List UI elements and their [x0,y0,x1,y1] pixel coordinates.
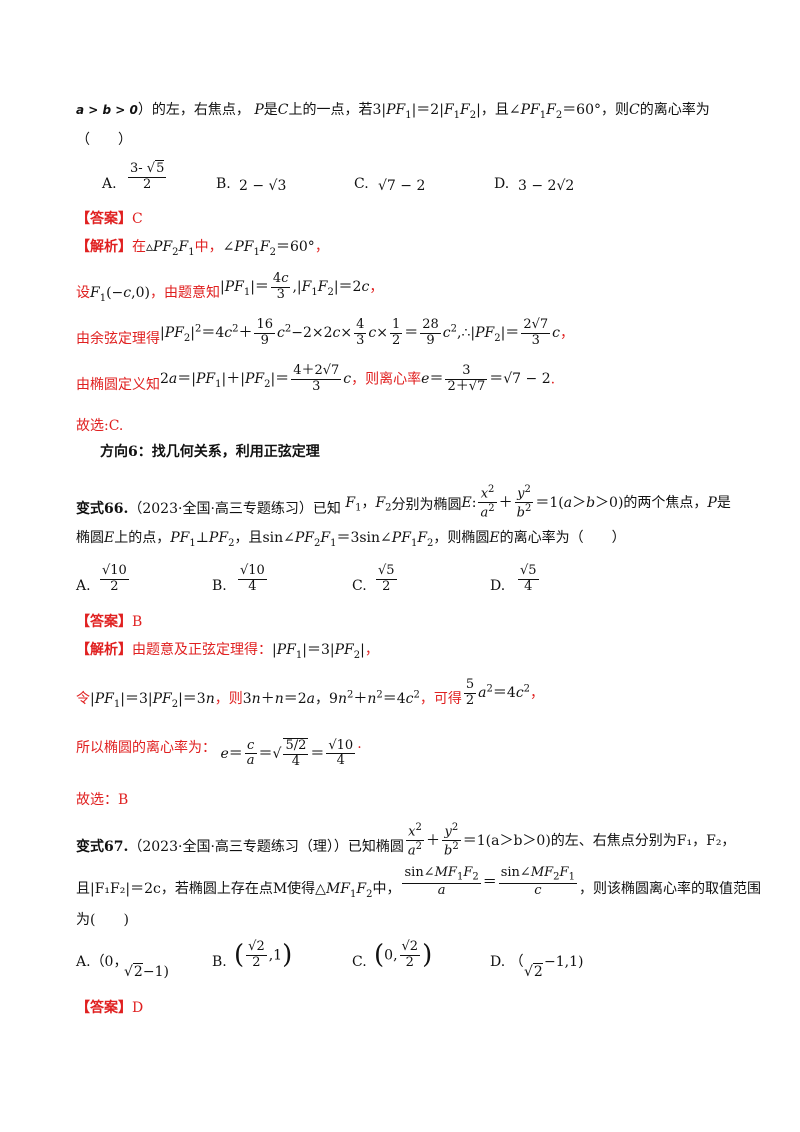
option-b-value: (√2 2,1) [234,939,293,971]
option-b-value: 2 − √3 [239,178,287,194]
stem-text: 上的一点，若 [288,102,373,118]
stem-text: ，且 [480,102,509,118]
answer-value: B [132,614,143,630]
analysis-line1: 【解析】在▵PF2F1中，∠PF1F2＝60°， [76,239,329,258]
problem-options: A. 3- √5 2 B. 2 − √3 C. √7 − 2 D. 3 − 2√2 [76,160,740,202]
stem-text: ，则该椭圆离心率的取值范围 [578,880,761,897]
analysis-line1: 【解析】由题意及正弦定理得：|PF1|＝3|PF2|， [76,642,379,661]
problem-66-options: A. √10 2 B. √10 4 C. √5 2 D. √5 4 [76,563,740,608]
problem-66-line2: 椭圆E上的点，PF1⊥PF2，且sin∠PF2F1＝3sin∠PF1F2，则椭圆… [76,530,626,549]
answer-value: C [132,211,143,227]
analysis-line3: 所以椭圆的离心率为： e＝ c a ＝√ 5/2 4 ＝ √10 4. [76,735,362,769]
answer-line: 【答案】C [76,211,740,228]
stem-condition: a > b > 0 [76,103,138,117]
analysis-line4: 由椭圆定义知2a＝|PF1|＋|PF2|＝ 4＋2√7 3 c，则离心率e＝ 3 2＋√7… [76,363,556,394]
problem-67-line1: 变式67.（2023·全国·高三专题练习（理））已知椭圆 x2 a2 ＋ y2 b2 ＝1(… [76,822,736,859]
problem-67-line3: 为( ) [76,912,129,928]
option-a-value: √2−1) [124,963,169,980]
option-b-value: √10 4 [238,563,267,594]
analysis-text: 所以椭圆的离心率为： [76,739,216,756]
stem-text: ，且 [234,530,263,546]
stem-text: 是 [716,494,731,511]
analysis-line3: 由余弦定理得|PF2|2＝4c2＋ 16 9 c2−2×2c× 4 3 c× 1 2 ＝ 28 9 c2… [76,317,574,348]
option-a-value: 3- √5 2 [128,160,167,192]
analysis-text: ，则离心率 [351,371,422,388]
problem-66-line1: 变式66.（2023·全国·高三专题练习）已知 F1，F2分别为椭圆E: x2 a2… [76,484,731,521]
conclusion-line: 故选：B [76,792,129,808]
option-d: D. （ [490,954,524,971]
option-b-label: B. [212,954,227,970]
option-a-value: √10 2 [100,563,129,594]
option-a-label: A. [76,954,91,970]
analysis-text: 在 [132,239,146,255]
answer-tag: 【答案】 [76,1000,132,1016]
option-d-value: （ [509,954,524,970]
option-c-value: √7 − 2 [378,178,426,194]
analysis-line2: 令|PF1|＝3|PF2|＝3n，则3n＋n＝2a，9n2＋n2＝4c2，可得 5… [76,677,545,711]
analysis-text: ，由题意知 [149,285,220,302]
answer-tag: 【答案】 [76,211,132,227]
option-d-label: D. [490,954,506,970]
problem-blank: （ ） [76,132,132,148]
analysis-text: 令 [76,691,90,708]
option-c-value: (0, √2 2) [374,939,433,971]
analysis-text: 由题意及正弦定理得： [132,642,272,658]
problem-stem-line1: a > b > 0）的左，右焦点， P是C上的一点，若3|PF1|＝2|F1F2… [76,102,710,121]
answer-tag: 【答案】 [76,614,132,630]
option-a-value: −1) [142,964,169,980]
option-a: A.（0， [76,954,127,971]
analysis-text: ，可得 [419,691,462,708]
option-a-label: A. [76,578,91,594]
option-d-label: D. [490,578,506,594]
option-c-label: C. [352,578,367,594]
section-title: 方向6：找几何关系，利用正弦定理 [100,444,320,460]
option-c-label: C. [354,176,369,192]
option-c-value: √5 2 [376,563,397,594]
stem-text: 且|F₁F₂|＝2c，若椭圆上存在点M使得 [76,880,316,897]
analysis-text: 由余弦定理得 [76,331,160,348]
analysis-text: 设 [76,285,90,302]
option-c-label: C. [352,954,367,970]
answer-line: 【答案】B [76,614,740,631]
stem-text: 上的点， [114,530,171,546]
answer-value: D [132,1000,144,1016]
option-b-label: B. [216,176,231,192]
problem-label: 变式66. [76,500,129,517]
answer-line: 【答案】D [76,1000,740,1017]
stem-text: ，则 [601,102,630,118]
analysis-line2: 设F1(−c,0)，由题意知|PF1|＝ 4c 3 ,|F1F2|＝2c， [76,271,384,305]
stem-text: 中， [372,880,401,897]
option-d-value: √2 [524,963,543,980]
stem-text: 分别为椭圆 [391,496,462,513]
stem-text: 是 [263,102,278,118]
option-d-value: √5 4 [518,563,539,594]
problem-label: 变式67. [76,838,129,855]
stem-text: 的两个焦点， [623,494,708,511]
problem-67-options: A.（0， √2−1) B. (√2 2,1) C. (0, √2 2) D. （ √… [76,939,740,982]
stem-text: 的离心率为（ ） [499,530,626,546]
option-a-value: （0， [90,954,128,970]
conclusion-line: 故选:C. [76,418,124,434]
stem-text: ）的左，右焦点， [137,102,250,118]
option-b-label: B. [212,578,227,594]
analysis-text: 由椭圆定义知 [76,377,160,394]
problem-source: （2023·全国·高三专题练习（理））已知椭圆 [128,838,404,855]
analysis-text: 中， [194,239,223,255]
stem-text: 的离心率为 [639,102,710,118]
analysis-text: ，则 [214,691,243,708]
option-d-value: −1,1) [544,954,584,970]
stem-text: 椭圆 [76,530,104,546]
option-d-value: 3 − 2√2 [518,178,575,194]
problem-67-line2: 且|F₁F₂|＝2c，若椭圆上存在点M使得△MF1F2中， sin∠MF1F2 a ＝… [76,865,761,900]
problem-source: （2023·全国·高三专题练习）已知 [128,500,341,517]
option-a-label: A. [102,176,117,192]
analysis-tag: 【解析】 [76,642,132,658]
option-d-label: D. [494,176,510,192]
stem-text: ，则椭圆 [433,530,490,546]
stem-text: 的左、右焦点分别为F₁，F₂， [550,832,736,849]
analysis-tag: 【解析】 [76,239,132,255]
